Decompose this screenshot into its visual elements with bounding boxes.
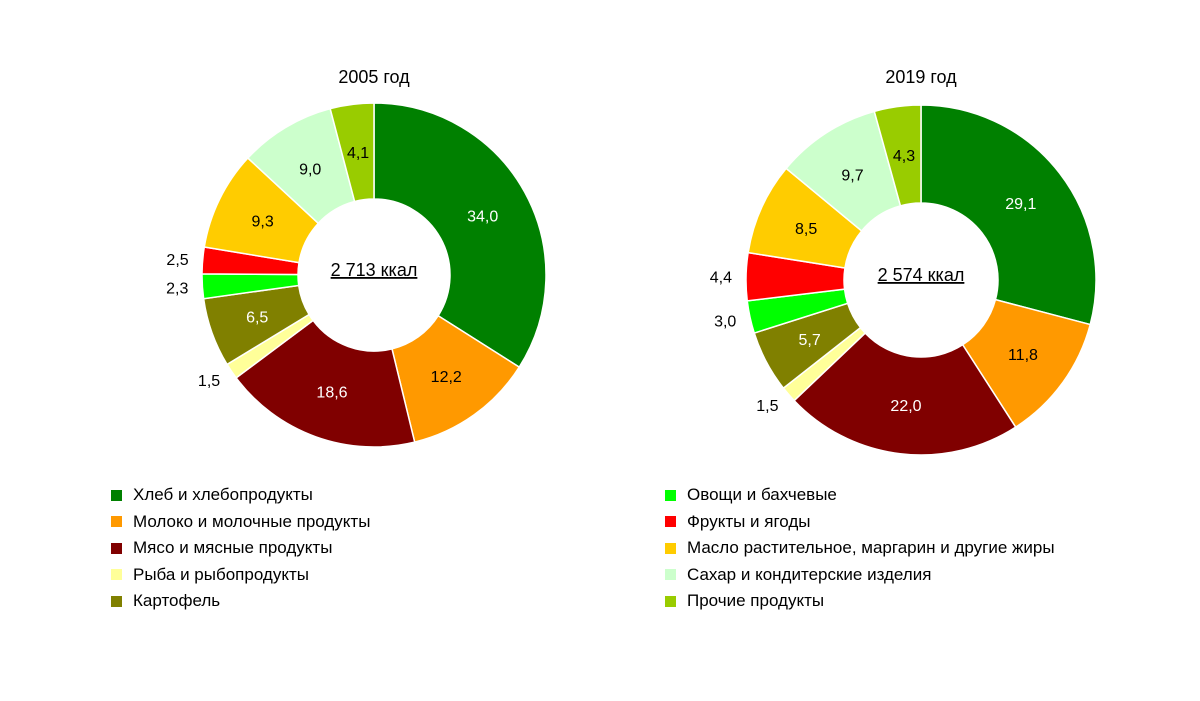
data-label-fish: 1,5 <box>198 373 220 390</box>
legend-label-other: Прочие продукты <box>687 591 825 610</box>
legend-right: Овощи и бахчевые Фрукты и ягоды Масло ра… <box>665 482 1055 615</box>
legend-label-fish: Рыба и рыбопродукты <box>133 564 309 584</box>
slice-meat <box>235 319 416 448</box>
data-label-potato: 6,5 <box>246 310 268 327</box>
center-total-label: 2 713 ккал <box>331 260 418 280</box>
legend-item-sugar: Сахар и кондитерские изделия <box>665 562 1055 589</box>
data-label-milk: 11,8 <box>1008 347 1038 364</box>
data-label-bread: 34,0 <box>467 208 498 225</box>
legend-item-meat: Мясо и мясные продукты <box>111 535 370 562</box>
legend-swatch-fish <box>111 569 122 581</box>
legend-swatch-milk <box>111 516 122 528</box>
data-label-sugar: 9,7 <box>841 167 863 184</box>
data-label-fruits: 4,4 <box>710 269 732 286</box>
legend-label-sugar: Сахар и кондитерские изделия <box>687 564 932 584</box>
data-label-potato: 5,7 <box>799 332 821 349</box>
legend-swatch-meat <box>111 542 122 554</box>
data-label-meat: 18,6 <box>316 385 347 402</box>
legend-item-bread: Хлеб и хлебопродукты <box>111 482 370 509</box>
data-label-meat: 22,0 <box>890 398 921 415</box>
chart-title: 2005 год <box>338 67 410 87</box>
legend-item-other: Прочие продукты <box>665 588 1055 615</box>
legend-label-fruits: Фрукты и ягоды <box>687 511 811 531</box>
legend-swatch-oils <box>665 542 676 554</box>
legend-swatch-sugar <box>665 569 676 581</box>
slice-other <box>329 102 375 203</box>
data-label-vegetables: 3,0 <box>714 313 736 330</box>
slice-meat <box>793 332 1017 456</box>
data-label-bread: 29,1 <box>1005 196 1036 213</box>
legend-item-milk: Молоко и молочные продукты <box>111 509 370 536</box>
data-label-milk: 12,2 <box>431 369 462 386</box>
legend-label-potato: Картофель <box>133 591 221 610</box>
legend-left: Хлеб и хлебопродукты Молоко и молочные п… <box>111 482 370 615</box>
data-label-oils: 9,3 <box>252 213 274 230</box>
donut-chart-0: 2005 год 34,0 12,2 18,6 1,5 6,5 2,3 2,5 9,3 9,0 4,… <box>166 67 547 448</box>
data-label-other: 4,3 <box>893 148 915 165</box>
data-label-fruits: 2,5 <box>166 252 188 269</box>
data-label-other: 4,1 <box>347 145 369 162</box>
legend-swatch-fruits <box>665 516 676 528</box>
chart-title: 2019 год <box>885 67 957 87</box>
legend-swatch-other <box>665 595 676 607</box>
data-label-sugar: 9,0 <box>299 162 321 179</box>
data-label-fish: 1,5 <box>756 398 778 415</box>
legend-label-vegetables: Овощи и бахчевые <box>687 485 837 504</box>
legend-item-fruits: Фрукты и ягоды <box>665 509 1055 536</box>
donut-chart-1: 2019 год 29,1 11,8 22,0 1,5 5,7 3,0 4,4 8,5 9,7 4,… <box>710 67 1097 456</box>
data-label-vegetables: 2,3 <box>166 280 188 297</box>
slice-bread <box>373 102 547 369</box>
legend-item-oils: Масло растительное, маргарин и другие жи… <box>665 535 1055 562</box>
legend-label-meat: Мясо и мясные продукты <box>133 538 333 557</box>
center-total-label: 2 574 ккал <box>878 265 965 285</box>
legend-label-bread: Хлеб и хлебопродукты <box>133 485 313 504</box>
legend-swatch-bread <box>111 489 122 501</box>
slice-other <box>873 104 922 207</box>
legend-swatch-potato <box>111 595 122 607</box>
data-label-oils: 8,5 <box>795 221 817 238</box>
slice-bread <box>920 104 1097 326</box>
legend-item-fish: Рыба и рыбопродукты <box>111 562 370 589</box>
legend-item-vegetables: Овощи и бахчевые <box>665 482 1055 509</box>
legend-label-milk: Молоко и молочные продукты <box>133 511 371 531</box>
legend-item-potato: Картофель <box>111 588 370 615</box>
legend-label-oils: Масло растительное, маргарин и другие жи… <box>687 538 1055 557</box>
legend-swatch-vegetables <box>665 489 676 501</box>
